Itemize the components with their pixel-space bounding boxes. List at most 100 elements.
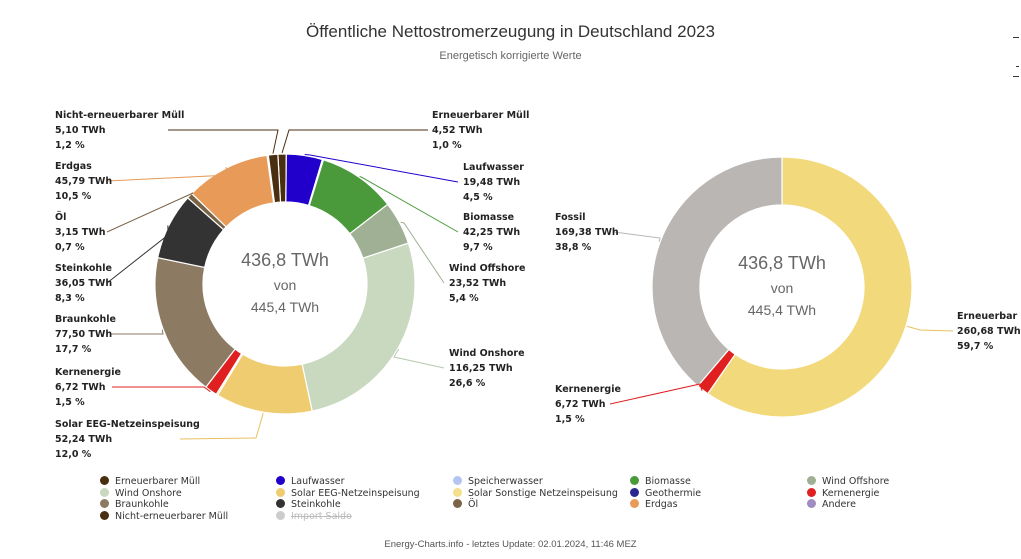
data-label-kernenergie-percent: 1,5 % — [55, 397, 85, 408]
legend-label: Andere — [822, 499, 856, 511]
connector-kernenergie — [112, 386, 211, 393]
legend-marker-icon — [807, 499, 816, 509]
connector-solar-eeg-netzeinspeisung — [179, 413, 264, 440]
data-label-wind-onshore-name: Wind Onshore — [449, 348, 525, 359]
legend-item-biomasse[interactable]: Biomasse — [630, 476, 691, 488]
data-label-erneuerbar-name: Erneuerbar — [957, 311, 1017, 322]
legend-label: Erdgas — [645, 499, 678, 511]
data-label-fossil-value: 169,38 TWh — [555, 227, 619, 238]
connector-erneuerbarer-muell — [281, 129, 428, 154]
legend-label: Solar EEG-Netzeinspeisung — [291, 487, 420, 499]
data-label-nicht-erneuerbarer-muell-percent: 1,2 % — [55, 140, 85, 151]
legend-item-geothermie[interactable]: Geothermie — [630, 487, 701, 500]
edge-marker — [1013, 76, 1019, 77]
legend-item-erneuerbarer-muell[interactable]: Erneuerbarer Müll — [100, 476, 200, 488]
legend-item-oel[interactable]: Öl — [453, 499, 478, 511]
edge-marker — [1013, 37, 1019, 38]
data-label-kernenergie-name: Kernenergie — [55, 367, 121, 378]
legend-marker-icon — [630, 476, 639, 485]
legend-marker-icon — [100, 487, 109, 497]
data-label-erneuerbar-value: 260,68 TWh — [957, 326, 1021, 337]
legend-item-solar-eeg-netzeinspeisung[interactable]: Solar EEG-Netzeinspeisung — [276, 487, 420, 500]
data-label-oel-name: Öl — [55, 212, 66, 223]
legend-marker-icon — [100, 476, 109, 485]
data-label-solar-eeg-netzeinspeisung-percent: 12,0 % — [55, 449, 92, 460]
legend-item-kernenergie[interactable]: Kernenergie — [807, 487, 879, 500]
legend-item-solar-sonstige-netzeinspeisung[interactable]: Solar Sonstige Netzeinspeisung — [453, 487, 618, 500]
data-label-fossil-percent: 38,8 % — [555, 242, 592, 253]
slice-fossil[interactable] — [651, 156, 783, 387]
data-label-laufwasser-name: Laufwasser — [463, 162, 524, 173]
center-von: von — [771, 280, 794, 296]
legend-label: Braunkohle — [115, 499, 169, 511]
legend-marker-icon — [630, 487, 639, 497]
data-label-nicht-erneuerbarer-muell-value: 5,10 TWh — [55, 125, 106, 136]
connector-laufwasser — [304, 153, 459, 183]
legend-marker-icon — [276, 476, 285, 485]
data-label-erneuerbarer-muell-value: 4,52 TWh — [432, 125, 483, 136]
legend-item-import-saldo[interactable]: Import Saldo — [276, 510, 352, 523]
legend-item-speicherwasser[interactable]: Speicherwasser — [453, 476, 543, 488]
data-label-erneuerbar-percent: 59,7 % — [957, 341, 994, 352]
connector-braunkohle — [111, 329, 164, 335]
legend-marker-icon — [453, 476, 462, 485]
donut-charts: Erneuerbarer Müll 4,52 TWh 1,0 %Laufwasser… — [55, 110, 1021, 460]
slice-erneuerbar[interactable] — [706, 156, 913, 418]
connector-oel — [106, 192, 194, 233]
data-label-solar-eeg-netzeinspeisung-name: Solar EEG-Netzeinspeisung — [55, 419, 200, 430]
legend-item-wind-offshore[interactable]: Wind Offshore — [807, 476, 889, 488]
connector-nicht-erneuerbarer-muell — [168, 129, 279, 154]
edge-marker — [1016, 66, 1019, 67]
connector-erdgas — [106, 166, 231, 182]
legend-marker-icon — [807, 487, 816, 497]
legend-label: Speicherwasser — [468, 476, 543, 487]
data-label-erneuerbarer-muell-name: Erneuerbarer Müll — [432, 110, 529, 121]
chart-title: Öffentliche Nettostromerzeugung in Deuts… — [306, 22, 715, 41]
connector-steinkohle — [106, 225, 169, 284]
data-label-nicht-erneuerbarer-muell-name: Nicht-erneuerbarer Müll — [55, 110, 184, 121]
legend-marker-icon — [453, 499, 462, 509]
legend-label: Nicht-erneuerbarer Müll — [115, 510, 229, 522]
legend-marker-icon — [276, 499, 285, 509]
donut-chart-summary: Erneuerbar 260,68 TWh 59,7 % Kernenergie 6,7… — [555, 156, 1021, 425]
center-gross: 445,4 TWh — [251, 299, 319, 315]
data-label-erdgas-value: 45,79 TWh — [55, 176, 112, 187]
data-label-steinkohle-value: 36,05 TWh — [55, 278, 112, 289]
connector-kernenergie — [609, 383, 703, 405]
footer-credit: Energy-Charts.info - letztes Update: 02.… — [384, 539, 637, 550]
legend-label: Wind Offshore — [822, 476, 890, 487]
data-label-wind-onshore-value: 116,25 TWh — [449, 363, 513, 374]
legend-item-nicht-erneuerbarer-muell[interactable]: Nicht-erneuerbarer Müll — [100, 510, 229, 523]
data-label-wind-offshore-name: Wind Offshore — [449, 263, 525, 274]
legend-item-wind-onshore[interactable]: Wind Onshore — [100, 487, 182, 500]
legend-label: Erneuerbarer Müll — [115, 476, 201, 487]
legend-item-andere[interactable]: Andere — [807, 499, 856, 511]
legend-label: Wind Onshore — [115, 487, 182, 499]
legend-marker-icon — [100, 510, 109, 520]
data-label-erdgas-name: Erdgas — [55, 161, 92, 172]
data-label-braunkohle-name: Braunkohle — [55, 314, 116, 325]
legend-marker-icon — [100, 499, 109, 509]
data-label-oel-value: 3,15 TWh — [55, 227, 106, 238]
legend-label: Import Saldo — [291, 510, 352, 522]
data-label-steinkohle-name: Steinkohle — [55, 263, 112, 274]
data-label-erdgas-percent: 10,5 % — [55, 191, 92, 202]
legend-label: Steinkohle — [291, 499, 341, 511]
legend-label: Öl — [468, 499, 479, 511]
data-label-braunkohle-percent: 17,7 % — [55, 344, 92, 355]
data-label-oel-percent: 0,7 % — [55, 242, 85, 253]
center-total: 436,8 TWh — [241, 250, 329, 270]
slice-nicht-erneuerbarer-muell[interactable] — [267, 153, 282, 204]
data-label-kernenergie-name: Kernenergie — [555, 384, 621, 395]
legend-item-steinkohle[interactable]: Steinkohle — [276, 499, 341, 511]
data-label-wind-onshore-percent: 26,6 % — [449, 378, 486, 389]
data-label-biomasse-percent: 9,7 % — [463, 242, 493, 253]
data-label-erneuerbarer-muell-percent: 1,0 % — [432, 140, 462, 151]
data-label-wind-offshore-value: 23,52 TWh — [449, 278, 506, 289]
data-label-kernenergie-percent: 1,5 % — [555, 414, 585, 425]
legend-item-laufwasser[interactable]: Laufwasser — [276, 476, 345, 488]
legend-label: Laufwasser — [291, 476, 345, 487]
center-gross: 445,4 TWh — [748, 302, 816, 318]
legend-item-braunkohle[interactable]: Braunkohle — [100, 499, 169, 511]
legend-item-erdgas[interactable]: Erdgas — [630, 499, 678, 511]
